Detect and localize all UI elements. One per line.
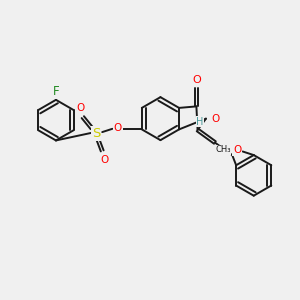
Text: CH₃: CH₃ [215, 145, 231, 154]
Text: S: S [92, 127, 100, 140]
Text: O: O [192, 75, 201, 85]
Text: O: O [212, 114, 220, 124]
Text: F: F [52, 85, 59, 98]
Text: H: H [216, 146, 223, 156]
Text: O: O [233, 145, 242, 155]
Text: O: O [76, 103, 85, 113]
Text: O: O [114, 123, 122, 133]
Text: H: H [196, 117, 204, 127]
Text: O: O [100, 155, 109, 165]
